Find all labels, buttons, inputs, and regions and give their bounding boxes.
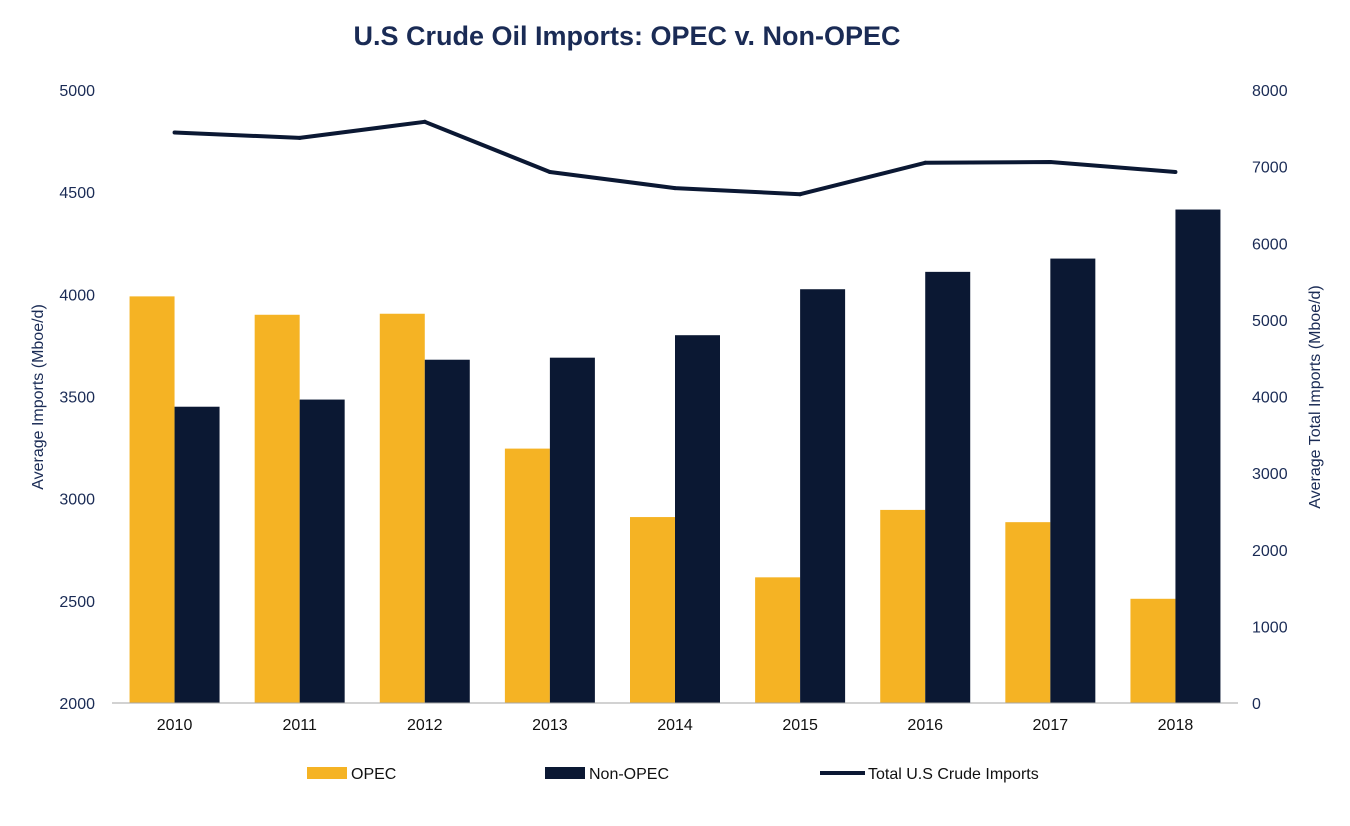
bar-non-opec-2016	[925, 271, 971, 703]
bar-non-opec-2018	[1175, 209, 1221, 703]
bar-non-opec-2014	[675, 335, 720, 703]
x-tick-label-2013: 2013	[532, 717, 568, 734]
y-tick-label-left-5000: 5000	[59, 83, 95, 100]
x-tick-label-2011: 2011	[282, 717, 317, 734]
bar-opec-2017	[1005, 522, 1051, 703]
x-tick-label-2016: 2016	[907, 717, 943, 734]
x-tick-label-2017: 2017	[1033, 717, 1069, 734]
y-tick-label-right-6000: 6000	[1252, 236, 1288, 253]
x-tick-label-2015: 2015	[782, 717, 818, 734]
y-tick-label-right-2000: 2000	[1252, 543, 1288, 560]
y-tick-label-right-8000: 8000	[1252, 83, 1288, 100]
y-tick-label-right-7000: 7000	[1252, 160, 1288, 177]
line-point-2014	[673, 186, 677, 191]
y-tick-label-left-3500: 3500	[59, 390, 95, 407]
bar-non-opec-2012	[424, 359, 470, 703]
line-point-2011	[297, 135, 302, 140]
line-point-2018	[1173, 169, 1178, 174]
bar-opec-2010	[129, 296, 175, 703]
chart-title: U.S Crude Oil Imports: OPEC v. Non-OPEC	[353, 21, 900, 51]
line-point-2016	[923, 160, 928, 165]
y-tick-label-left-2500: 2500	[59, 594, 95, 611]
legend: OPEC Non-OPEC Total U.S Crude Imports	[307, 766, 1039, 783]
line-point-2012	[422, 119, 427, 124]
bar-opec-2013	[504, 448, 550, 703]
line-layer	[172, 119, 1178, 197]
legend-label-non-opec: Non-OPEC	[589, 766, 669, 783]
line-point-2010	[172, 130, 177, 135]
y-tick-label-left-3000: 3000	[59, 492, 95, 509]
y-tick-label-right-0: 0	[1252, 696, 1261, 713]
y-tick-label-right-3000: 3000	[1252, 466, 1288, 483]
line-point-2017	[1048, 160, 1053, 165]
line-point-2015	[798, 192, 803, 197]
bar-opec-2016	[880, 509, 926, 703]
bar-opec-2011	[254, 314, 300, 703]
bar-non-opec-2011	[299, 399, 345, 703]
line-total-us-crude-imports	[174, 119, 1176, 197]
y-tick-label-right-4000: 4000	[1252, 390, 1288, 407]
x-tick-label-2010: 2010	[157, 717, 193, 734]
x-tick-label-2018: 2018	[1158, 717, 1194, 734]
line-point-2013	[547, 169, 552, 174]
legend-swatch-opec	[307, 767, 347, 779]
y-tick-label-right-1000: 1000	[1252, 619, 1288, 636]
bar-opec-2012	[379, 313, 425, 703]
y-tick-label-left-4000: 4000	[59, 287, 95, 304]
bar-opec-2014	[630, 517, 675, 703]
y-axis-label-right: Average Total Imports (Mboe/d)	[1307, 285, 1324, 509]
bar-non-opec-2015	[800, 289, 846, 703]
y-tick-label-left-2000: 2000	[59, 696, 95, 713]
y-axis-label-left: Average Imports (Mboe/d)	[30, 304, 47, 490]
bars-layer	[129, 209, 1221, 703]
y-tick-label-right-5000: 5000	[1252, 313, 1288, 330]
x-tick-label-2012: 2012	[407, 717, 443, 734]
x-tick-label-2014: 2014	[657, 717, 693, 734]
legend-swatch-non-opec	[545, 767, 585, 779]
legend-label-total-u-s-crude-imports: Total U.S Crude Imports	[868, 766, 1039, 783]
bar-non-opec-2013	[549, 357, 595, 703]
y-tick-label-left-4500: 4500	[59, 185, 95, 202]
bar-non-opec-2017	[1050, 258, 1096, 703]
legend-label-opec: OPEC	[351, 766, 396, 783]
bar-non-opec-2010	[174, 406, 220, 703]
axes-layer: 2010 2011 2012 2013 2014 2015 2016 2017 2018 2000…	[59, 83, 1287, 734]
bar-opec-2015	[755, 577, 801, 703]
bar-opec-2018	[1130, 598, 1176, 703]
